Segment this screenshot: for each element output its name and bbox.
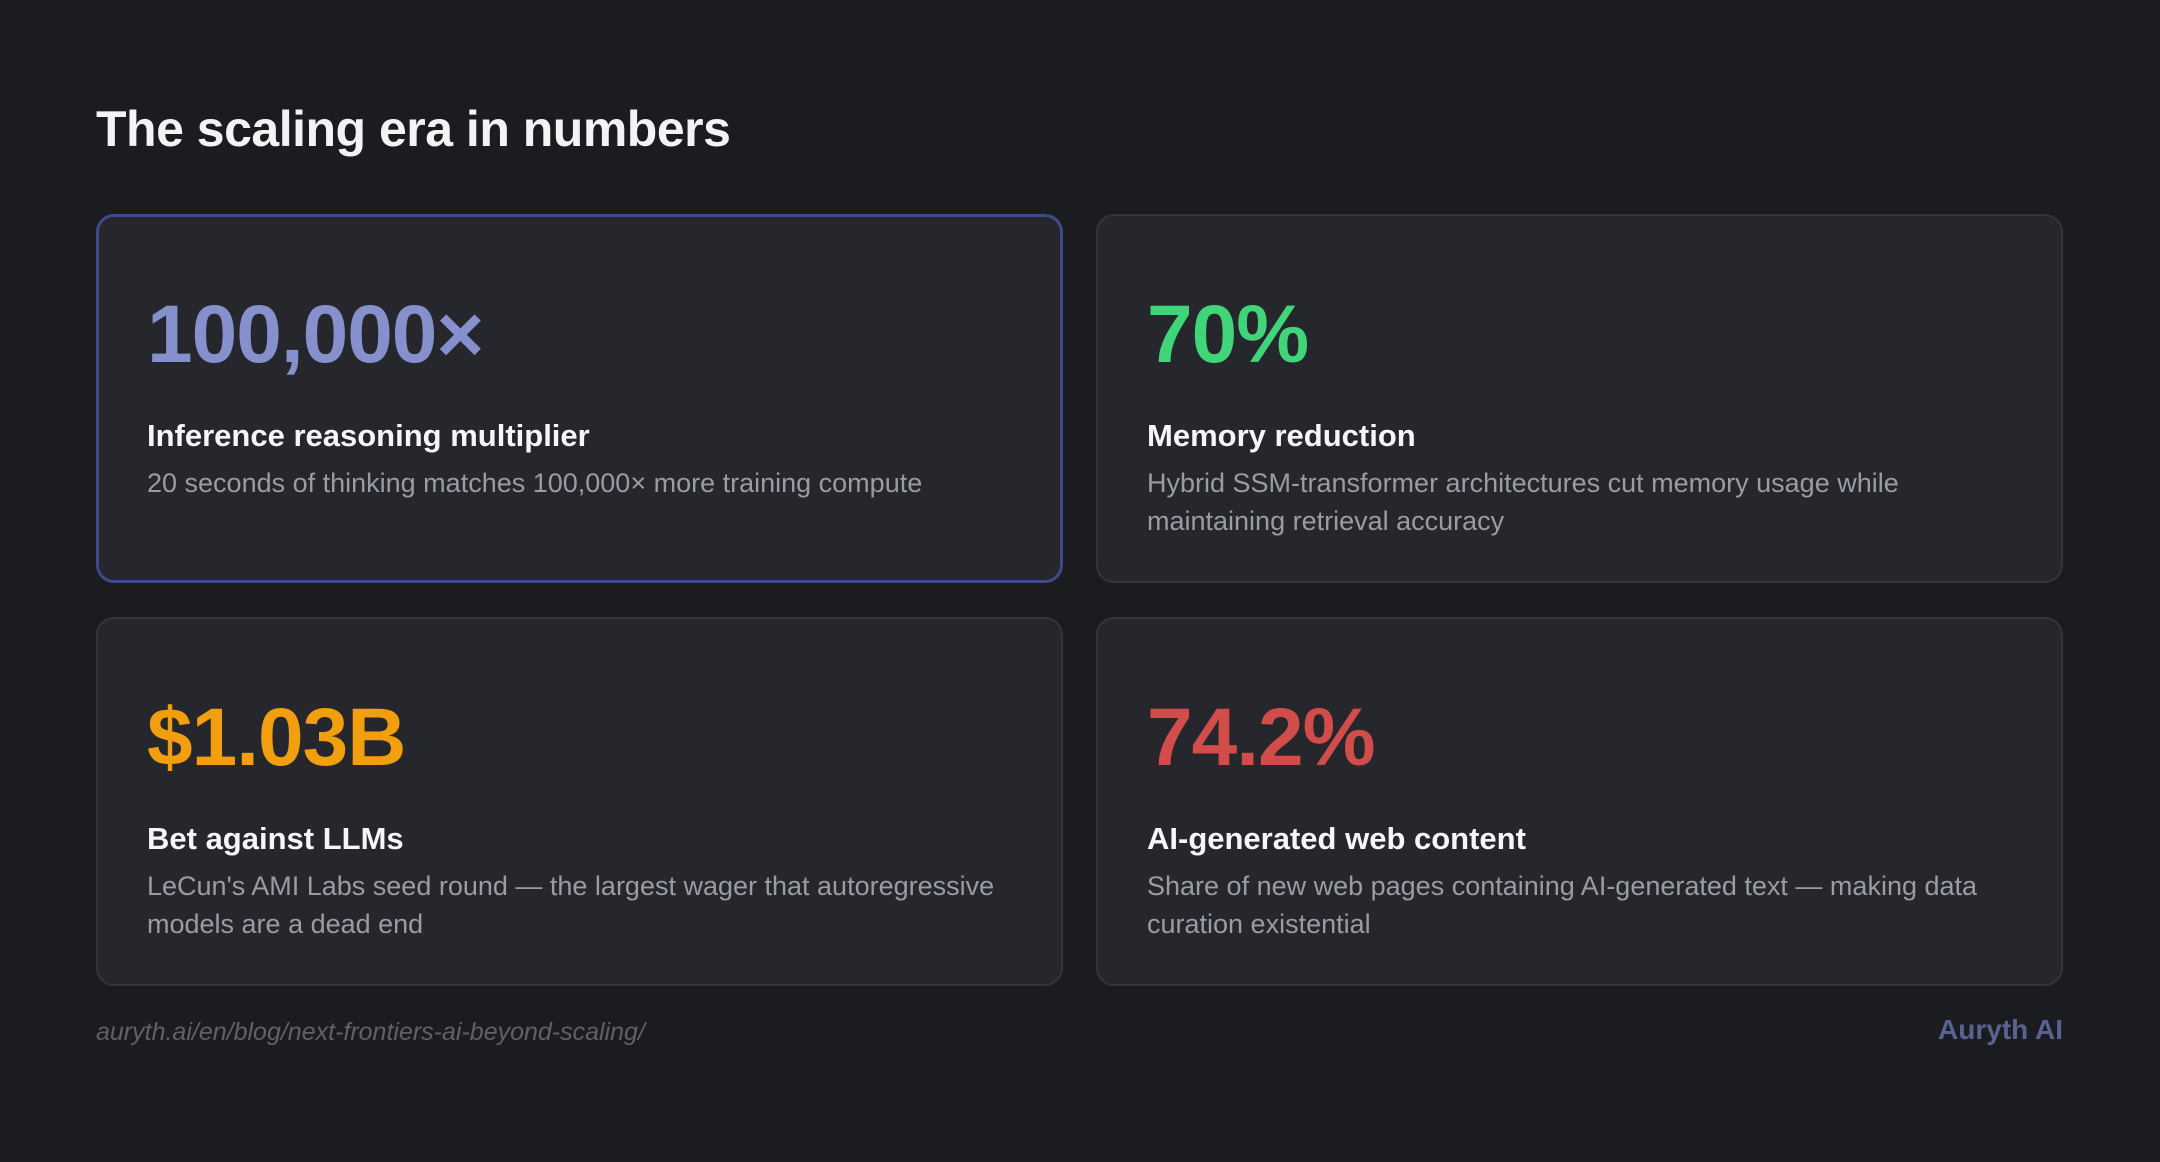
- stat-description: 20 seconds of thinking matches 100,000× …: [147, 467, 923, 498]
- stat-value: 100,000×: [147, 289, 484, 380]
- stat-label: Bet against LLMs: [147, 821, 404, 856]
- stat-value: $1.03B: [147, 692, 406, 783]
- brand-logo-text: Auryth AI: [1938, 1014, 2063, 1045]
- stat-label: Inference reasoning multiplier: [147, 418, 590, 453]
- stat-value: 74.2%: [1147, 692, 1376, 783]
- stat-card-inference-multiplier: 100,000× Inference reasoning multiplier …: [96, 214, 1063, 583]
- stat-label: AI-generated web content: [1147, 821, 1526, 856]
- page-title: The scaling era in numbers: [96, 101, 731, 157]
- stat-value: 70%: [1147, 289, 1309, 380]
- stat-description: Hybrid SSM-transformer architectures cut…: [1147, 467, 1899, 536]
- stat-card-memory-reduction: 70% Memory reduction Hybrid SSM-transfor…: [1096, 214, 2063, 583]
- stat-label: Memory reduction: [1147, 418, 1416, 453]
- stats-grid: 100,000× Inference reasoning multiplier …: [96, 214, 2063, 986]
- stat-description: LeCun's AMI Labs seed round — the larges…: [147, 870, 995, 939]
- stat-description: Share of new web pages containing AI-gen…: [1147, 870, 1978, 939]
- stat-card-ai-web-content: 74.2% AI-generated web content Share of …: [1096, 617, 2063, 986]
- source-url: auryth.ai/en/blog/next-frontiers-ai-beyo…: [96, 1018, 645, 1046]
- stat-card-bet-against-llms: $1.03B Bet against LLMs LeCun's AMI Labs…: [96, 617, 1063, 986]
